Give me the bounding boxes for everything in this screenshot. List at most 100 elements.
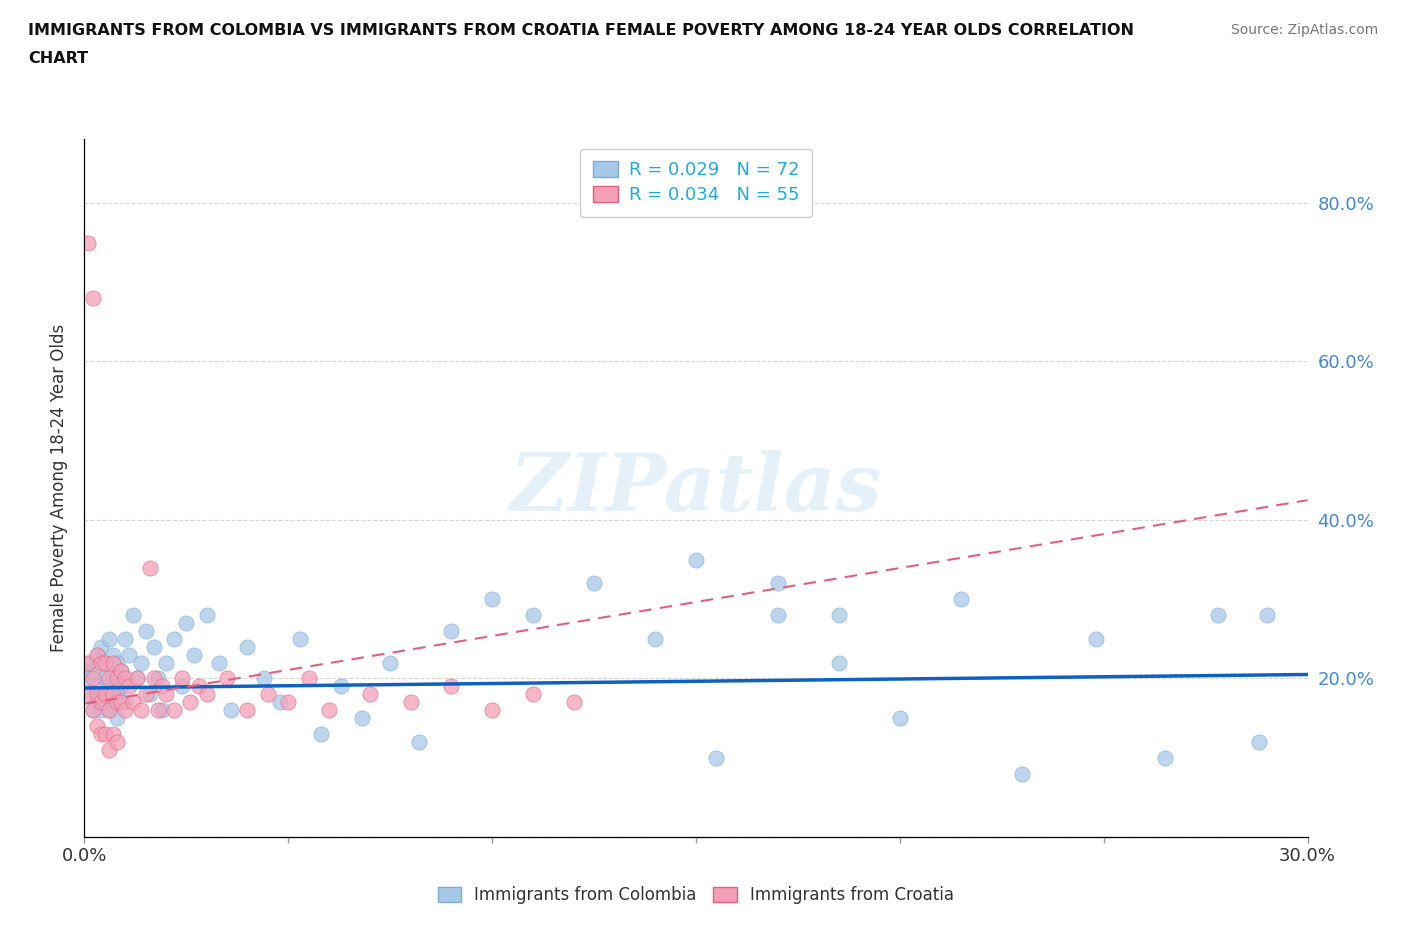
Point (1011, 766, 1033, 781)
Point (105, 671, 128, 686)
Point (179, 695, 201, 710)
Point (889, 711, 911, 725)
Point (562, 695, 585, 710)
Point (105, 687, 128, 702)
Point (187, 679, 209, 694)
Point (1084, 631, 1107, 646)
Point (86, 679, 108, 694)
Point (706, 751, 728, 765)
Point (309, 726, 332, 741)
Point (90, 639, 112, 654)
Point (101, 647, 124, 662)
Point (142, 671, 165, 686)
Point (97, 631, 120, 646)
Point (155, 687, 177, 702)
Point (122, 695, 145, 710)
Text: CHART: CHART (28, 51, 89, 66)
Point (236, 639, 259, 654)
Point (77, 235, 100, 250)
Point (90, 726, 112, 741)
Text: ZIPatlas: ZIPatlas (510, 449, 882, 527)
Point (195, 687, 218, 702)
Point (163, 631, 186, 646)
Point (399, 695, 422, 710)
Point (82, 671, 104, 686)
Point (146, 671, 169, 686)
Point (155, 655, 177, 670)
Point (110, 663, 132, 678)
Point (93, 655, 117, 670)
Point (77, 655, 100, 670)
Point (82, 687, 104, 702)
Point (172, 679, 194, 694)
Point (217, 671, 239, 686)
Point (97, 679, 120, 694)
Point (90, 655, 112, 670)
Point (105, 735, 128, 750)
Point (522, 607, 544, 622)
Point (481, 591, 503, 606)
Point (90, 703, 112, 718)
Point (290, 631, 312, 646)
Point (77, 671, 100, 686)
Point (93, 726, 117, 741)
Point (93, 687, 117, 702)
Point (82, 703, 104, 718)
Point (481, 703, 503, 718)
Point (253, 671, 276, 686)
Point (77, 687, 100, 702)
Point (101, 671, 124, 686)
Text: Source: ZipAtlas.com: Source: ZipAtlas.com (1230, 23, 1378, 37)
Point (176, 616, 198, 631)
Point (1256, 607, 1278, 622)
Point (114, 695, 136, 710)
Point (828, 655, 851, 670)
Point (93, 655, 117, 670)
Point (110, 663, 132, 678)
Point (127, 671, 149, 686)
Point (766, 607, 789, 622)
Point (138, 560, 160, 575)
Point (685, 552, 707, 567)
Point (127, 671, 149, 686)
Point (93, 671, 117, 686)
Point (644, 631, 666, 646)
Point (90, 687, 112, 702)
Point (105, 655, 128, 670)
Point (118, 647, 141, 662)
Point (114, 671, 136, 686)
Point (440, 679, 463, 694)
Point (257, 687, 280, 702)
Point (1247, 735, 1270, 750)
Point (105, 695, 128, 710)
Point (1206, 607, 1229, 622)
Point (97, 742, 120, 757)
Point (163, 703, 186, 718)
Text: IMMIGRANTS FROM COLOMBIA VS IMMIGRANTS FROM CROATIA FEMALE POVERTY AMONG 18-24 Y: IMMIGRANTS FROM COLOMBIA VS IMMIGRANTS F… (28, 23, 1135, 38)
Point (142, 639, 165, 654)
Point (101, 655, 124, 670)
Point (150, 679, 173, 694)
Point (330, 679, 353, 694)
Point (110, 695, 132, 710)
Point (101, 695, 124, 710)
Point (277, 695, 299, 710)
Point (135, 687, 157, 702)
Point (359, 687, 381, 702)
Point (950, 591, 973, 606)
Point (138, 687, 160, 702)
Point (90, 695, 112, 710)
Point (86, 647, 108, 662)
Point (101, 726, 124, 741)
Point (172, 671, 194, 686)
Point (122, 607, 145, 622)
Point (135, 623, 157, 638)
Point (828, 607, 851, 622)
Point (82, 663, 104, 678)
Point (101, 687, 124, 702)
Point (236, 703, 259, 718)
Point (208, 655, 231, 670)
Point (93, 695, 117, 710)
Point (318, 703, 340, 718)
Point (1154, 751, 1177, 765)
